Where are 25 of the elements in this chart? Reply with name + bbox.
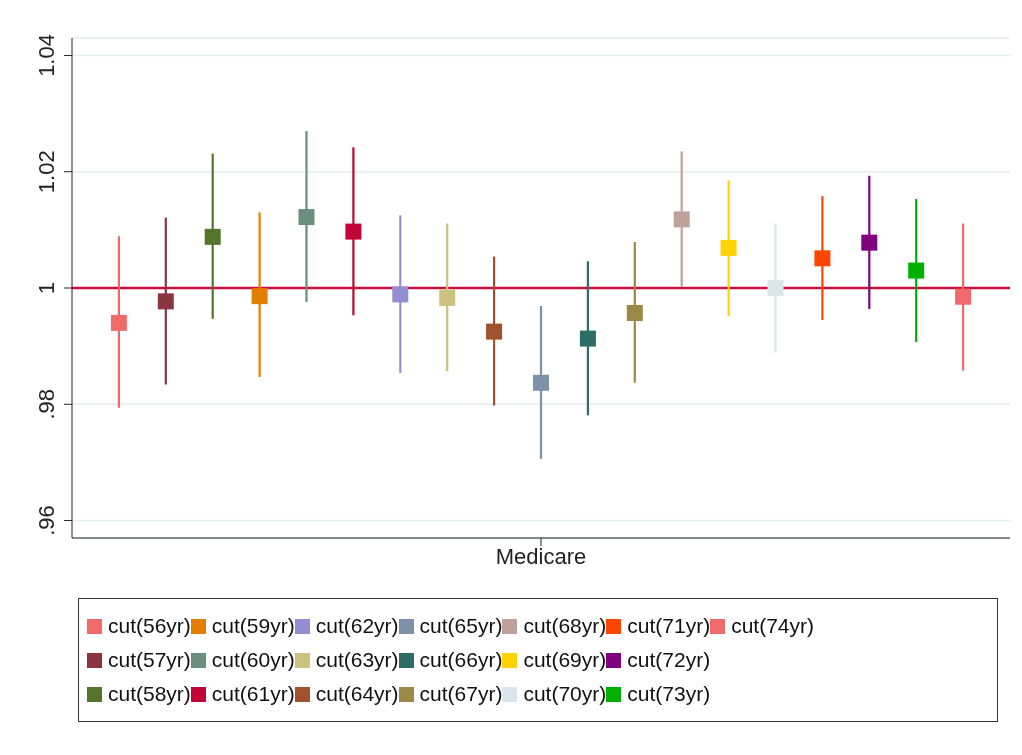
legend-label: cut(60yr): [211, 648, 295, 672]
legend-label: cut(73yr): [627, 682, 711, 706]
legend-label: cut(68yr): [523, 614, 607, 638]
y-tick-label: .96: [34, 505, 59, 536]
legend-label: cut(63yr): [315, 648, 399, 672]
legend-label: cut(71yr): [627, 614, 711, 638]
legend-label: cut(69yr): [523, 648, 607, 672]
legend-label: cut(64yr): [315, 682, 399, 706]
legend-label: cut(67yr): [419, 682, 503, 706]
legend-label: cut(72yr): [627, 648, 711, 672]
legend-label: cut(58yr): [108, 682, 191, 706]
y-tick-label: 1.02: [34, 150, 59, 194]
legend-label: cut(57yr): [108, 648, 191, 672]
legend-label: cut(66yr): [419, 648, 503, 672]
y-tick-label: 1: [34, 281, 59, 295]
legend-label: cut(62yr): [315, 614, 399, 638]
legend-label: cut(74yr): [731, 614, 815, 638]
y-tick-label: .98: [34, 388, 59, 420]
legend-label: cut(59yr): [211, 614, 295, 638]
legend-label: cut(70yr): [523, 682, 607, 706]
legend-label: cut(61yr): [211, 682, 295, 706]
x-tick-label: Medicare: [495, 543, 587, 569]
y-tick-label: 1.04: [34, 34, 59, 77]
legend-label: cut(56yr): [108, 614, 191, 638]
legend-label: cut(65yr): [419, 614, 503, 638]
